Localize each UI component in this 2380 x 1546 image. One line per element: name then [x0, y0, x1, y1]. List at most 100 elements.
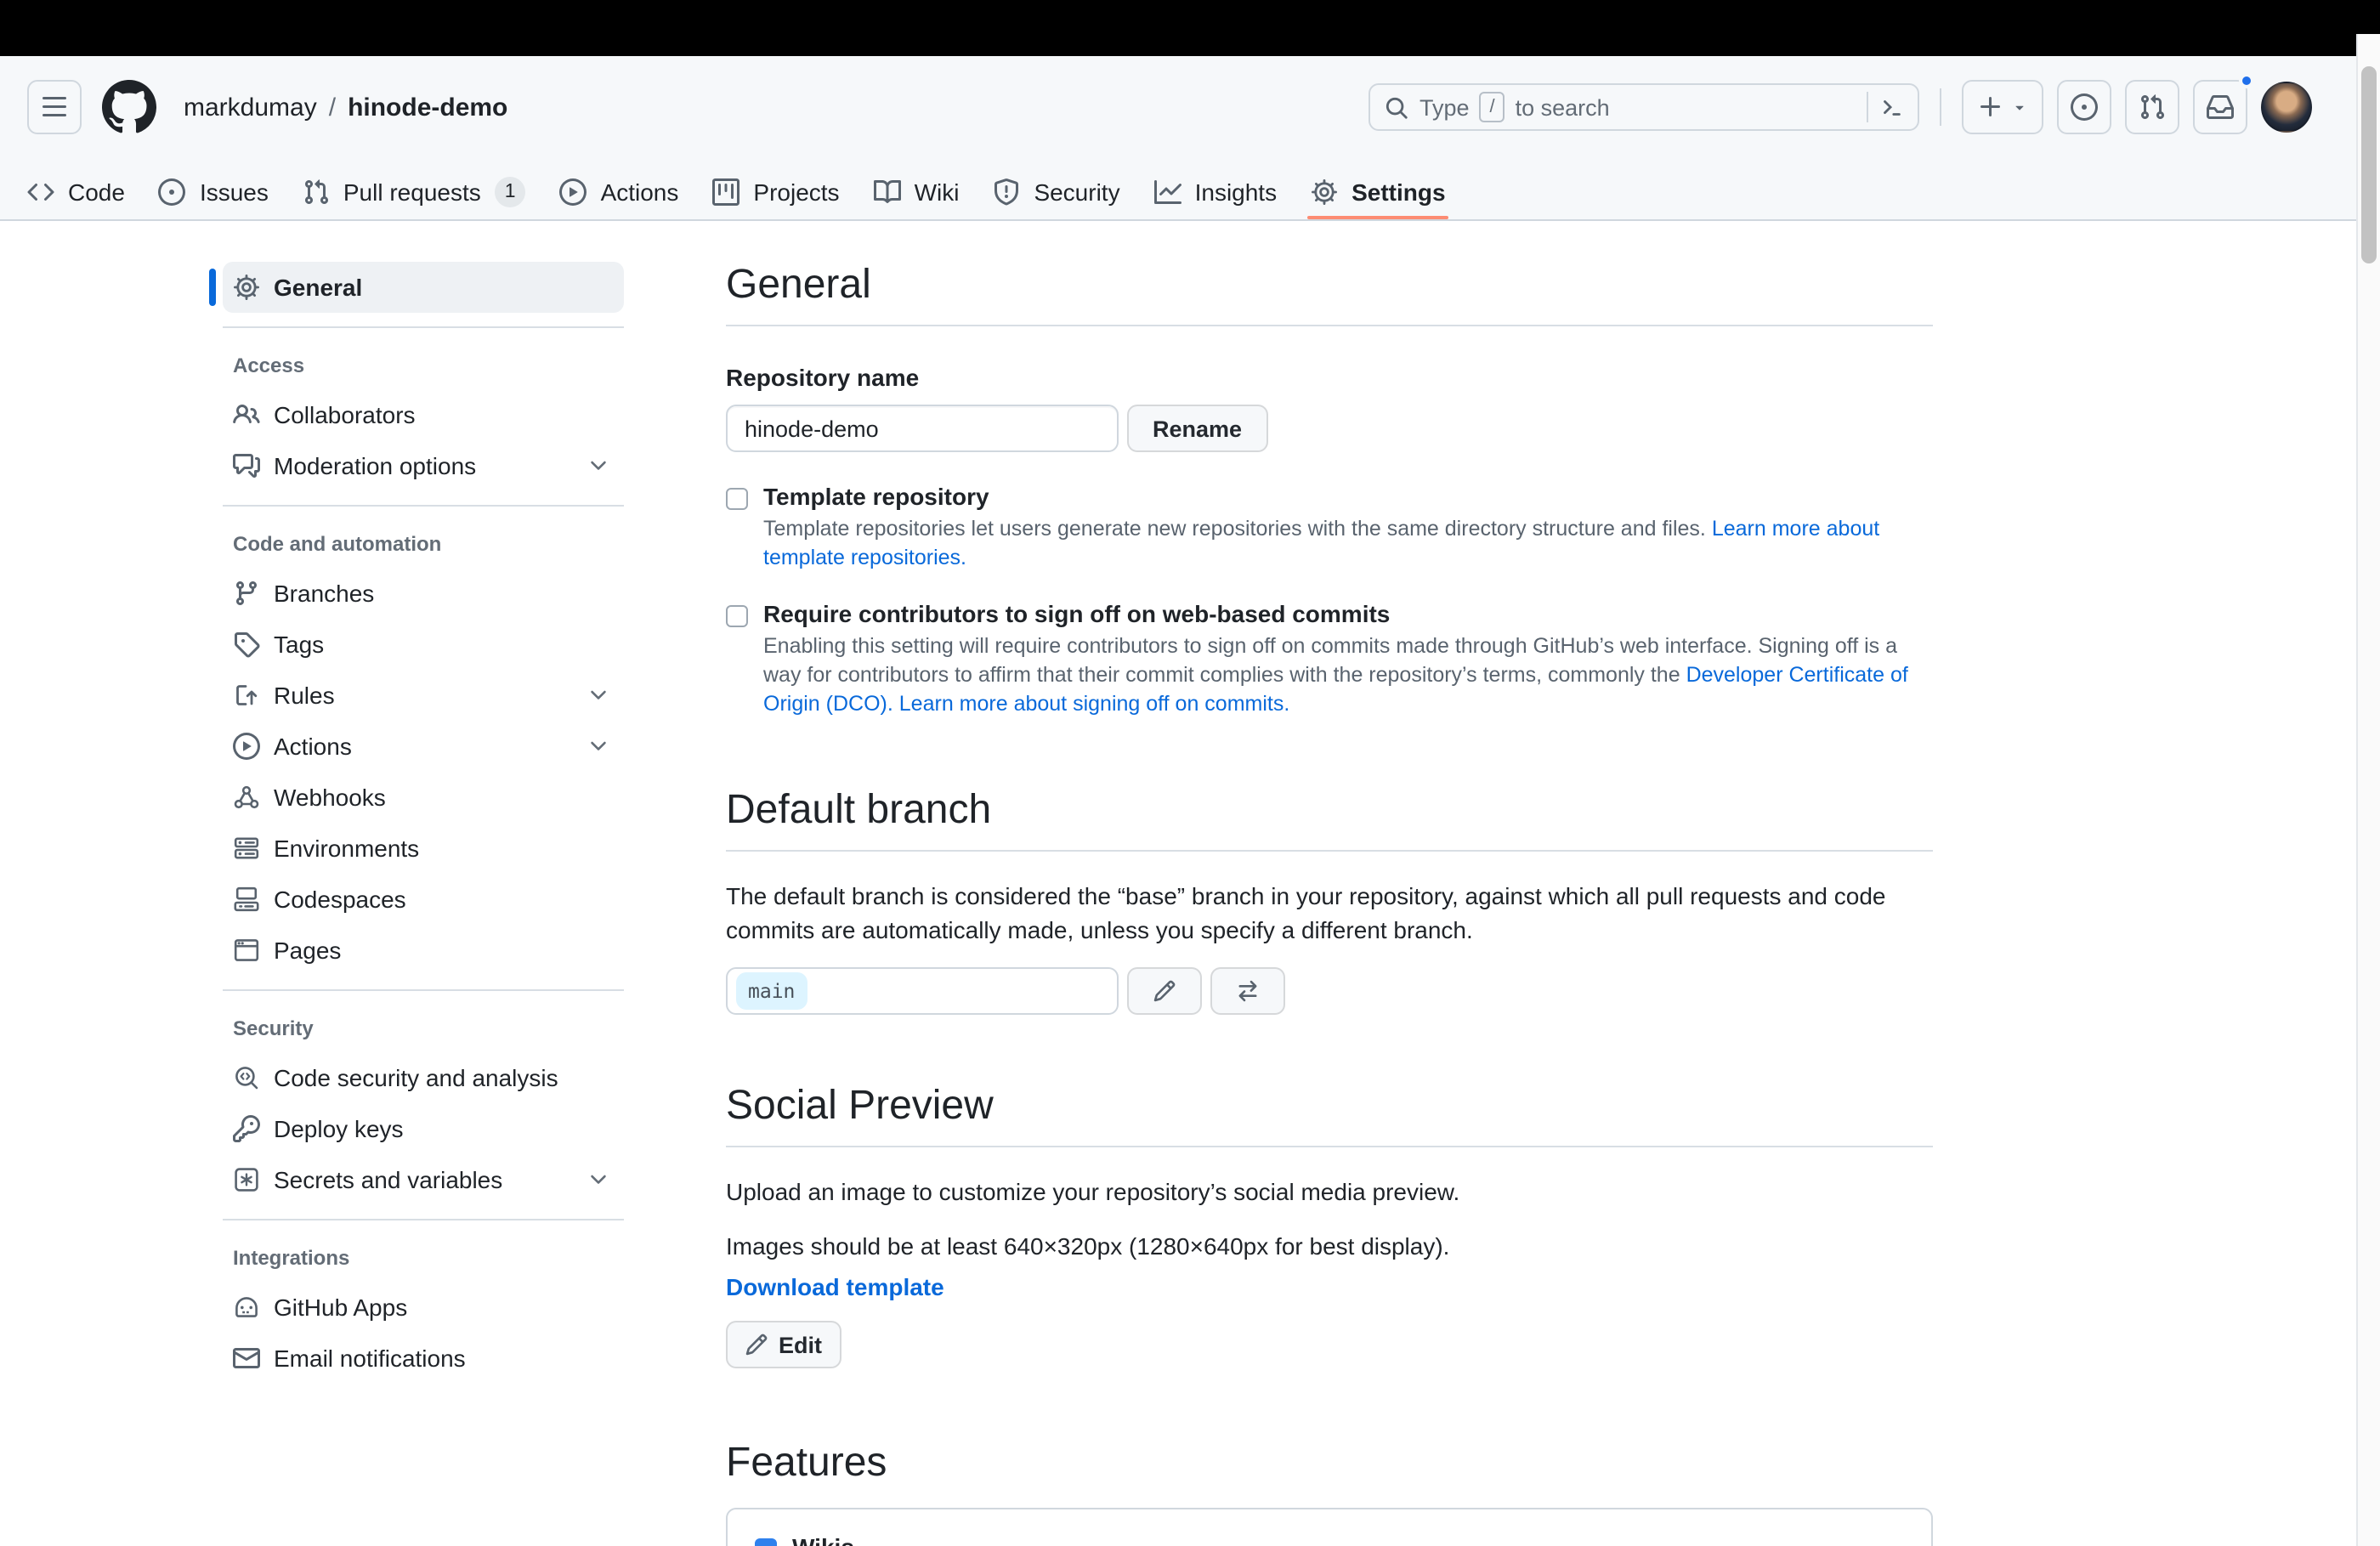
- sidebar-item-moderation-options[interactable]: Moderation options: [223, 440, 624, 491]
- rules-icon: [233, 682, 260, 709]
- book-icon: [873, 178, 901, 206]
- sidebar-item-environments[interactable]: Environments: [223, 823, 624, 874]
- tab-insights[interactable]: Insights: [1141, 165, 1291, 219]
- issues-button[interactable]: [2057, 80, 2111, 134]
- sidebar-item-email-notifications[interactable]: Email notifications: [223, 1333, 624, 1384]
- codescan-icon: [233, 1064, 260, 1091]
- repo-tab-nav: Code Issues Pull requests 1 Actions Proj…: [14, 165, 2312, 219]
- sidebar-section-integrations: Integrations: [233, 1246, 350, 1270]
- arrow-switch-icon: [1236, 979, 1260, 1003]
- tab-label: Projects: [753, 178, 840, 206]
- sidebar-item-webhooks[interactable]: Webhooks: [223, 772, 624, 823]
- social-preview-heading: Social Preview: [726, 1083, 1933, 1147]
- sidebar-item-label: Moderation options: [274, 452, 477, 479]
- sidebar-item-rules[interactable]: Rules: [223, 670, 624, 721]
- switch-branch-button[interactable]: [1210, 967, 1285, 1015]
- search-placeholder-before: Type: [1420, 94, 1470, 120]
- sidebar-section-code-and-automation: Code and automation: [233, 532, 442, 556]
- key-icon: [233, 1115, 260, 1142]
- tab-label: Wiki: [914, 178, 960, 206]
- sidebar-item-label: Secrets and variables: [274, 1166, 503, 1193]
- avatar[interactable]: [2261, 82, 2312, 133]
- sidebar-item-deploy-keys[interactable]: Deploy keys: [223, 1103, 624, 1154]
- graph-icon: [1153, 178, 1182, 206]
- sidebar-item-label: Collaborators: [274, 401, 416, 428]
- header-divider: [1940, 88, 1941, 126]
- inbox-icon: [2207, 93, 2234, 121]
- triangle-down-icon: [2011, 99, 2028, 116]
- edit-branch-button[interactable]: [1127, 967, 1202, 1015]
- sidebar-item-github-apps[interactable]: GitHub Apps: [223, 1282, 624, 1333]
- sidebar-item-label: GitHub Apps: [274, 1294, 408, 1321]
- sidebar-item-label: Branches: [274, 580, 375, 607]
- tab-label: Issues: [199, 178, 269, 206]
- sidebar-item-label: Rules: [274, 682, 335, 709]
- template-learn-more-link[interactable]: Learn more about template repositories.: [763, 517, 1880, 569]
- wikis-checkbox[interactable]: [755, 1538, 777, 1546]
- inbox-button[interactable]: [2193, 80, 2247, 134]
- tab-projects[interactable]: Projects: [699, 165, 853, 219]
- three-bars-icon: [41, 93, 68, 121]
- browser-icon: [233, 937, 260, 964]
- search-input[interactable]: Type / to search: [1368, 83, 1919, 131]
- repository-name-input[interactable]: [726, 405, 1119, 452]
- chevron-down-icon: [586, 683, 610, 707]
- plus-icon: [1977, 93, 2004, 121]
- hamburger-menu-button[interactable]: [27, 80, 82, 134]
- search-icon: [1384, 94, 1409, 120]
- wikis-label: Wikis: [792, 1533, 1216, 1546]
- issue-opened-icon: [2071, 93, 2098, 121]
- signoff-checkbox[interactable]: [726, 605, 748, 627]
- create-new-button[interactable]: [1962, 80, 2043, 134]
- gear-icon: [233, 274, 260, 301]
- sidebar-divider: [223, 326, 624, 328]
- signoff-learn-more-link[interactable]: Learn more about signing off on commits.: [898, 692, 1290, 716]
- sidebar-item-code-security[interactable]: Code security and analysis: [223, 1052, 624, 1103]
- breadcrumb-owner-link[interactable]: markdumay: [184, 93, 317, 122]
- shield-icon: [993, 178, 1020, 206]
- template-repository-note: Template repositories let users generate…: [763, 515, 1933, 573]
- edit-social-preview-button[interactable]: Edit: [726, 1321, 841, 1368]
- tab-issues[interactable]: Issues: [145, 165, 282, 219]
- default-branch-field: main: [726, 967, 1119, 1015]
- scrollbar-thumb[interactable]: [2361, 66, 2377, 263]
- sidebar-item-tags[interactable]: Tags: [223, 619, 624, 670]
- mail-icon: [233, 1345, 260, 1372]
- sidebar-item-label: Codespaces: [274, 886, 406, 913]
- tab-settings[interactable]: Settings: [1297, 165, 1459, 219]
- sidebar-section-access: Access: [233, 354, 305, 377]
- system-top-bar: [0, 0, 2380, 56]
- default-branch-heading: Default branch: [726, 787, 1933, 852]
- download-template-link[interactable]: Download template: [726, 1273, 944, 1300]
- sidebar-item-general[interactable]: General: [209, 262, 624, 313]
- tab-actions[interactable]: Actions: [547, 165, 693, 219]
- dco-link[interactable]: Developer Certificate of Origin (DCO).: [763, 663, 1908, 716]
- active-indicator: [209, 269, 216, 306]
- github-logo-icon[interactable]: [102, 80, 156, 134]
- sidebar-section-security: Security: [233, 1017, 314, 1040]
- sidebar-item-pages[interactable]: Pages: [223, 925, 624, 976]
- codespaces-icon: [233, 886, 260, 913]
- tab-security[interactable]: Security: [979, 165, 1133, 219]
- sidebar-item-actions[interactable]: Actions: [223, 721, 624, 772]
- rename-button[interactable]: Rename: [1127, 405, 1268, 452]
- breadcrumb-repo-link[interactable]: hinode-demo: [348, 93, 508, 122]
- sidebar-item-codespaces[interactable]: Codespaces: [223, 874, 624, 925]
- note-text: Template repositories let users generate…: [763, 517, 1706, 541]
- tab-label: Pull requests: [343, 178, 481, 206]
- sidebar-item-secrets-and-variables[interactable]: Secrets and variables: [223, 1154, 624, 1205]
- template-repository-checkbox[interactable]: [726, 488, 748, 510]
- sidebar-item-label: Webhooks: [274, 784, 386, 811]
- tab-pull-requests[interactable]: Pull requests 1: [289, 165, 540, 219]
- page-scrollbar[interactable]: [2356, 34, 2380, 1546]
- sidebar-item-label: Email notifications: [274, 1345, 466, 1372]
- default-branch-description: The default branch is considered the “ba…: [726, 882, 1886, 943]
- sidebar-item-collaborators[interactable]: Collaborators: [223, 389, 624, 440]
- tab-wiki[interactable]: Wiki: [860, 165, 973, 219]
- tab-label: Insights: [1194, 178, 1278, 206]
- pull-requests-button[interactable]: [2125, 80, 2179, 134]
- tab-code[interactable]: Code: [14, 165, 139, 219]
- sidebar-item-label: Deploy keys: [274, 1115, 404, 1142]
- settings-main: General Repository name Rename Template …: [726, 221, 1933, 1546]
- sidebar-item-branches[interactable]: Branches: [223, 568, 624, 619]
